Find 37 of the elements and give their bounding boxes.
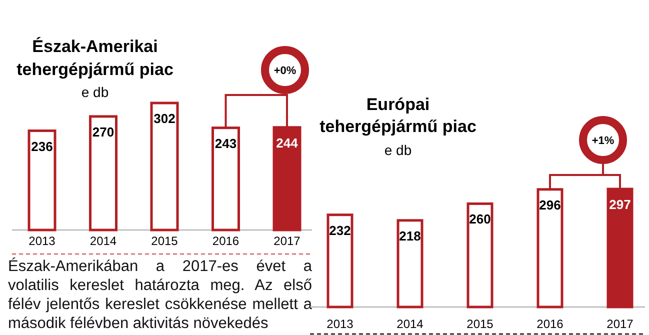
bar (150, 102, 179, 232)
x-tick-label: 2014 (90, 234, 117, 248)
data-label: 302 (154, 111, 176, 126)
bar (326, 214, 354, 308)
annotation: Észak-Amerikában a 2017-es évet a volatilis kereslet határozta meg. Az első félév jelentős kereslet csökkenése mellett a második félévben aktivitás növekedés (8, 257, 312, 333)
bar (89, 115, 118, 232)
data-label: 232 (329, 222, 351, 238)
data-label: 270 (92, 124, 114, 140)
chart-title: Észak-Amerikai tehergépjármű piac (16, 36, 174, 79)
data-label: 296 (539, 197, 561, 212)
data-label: 218 (399, 228, 421, 244)
bar (272, 126, 302, 232)
text: +1% (592, 135, 614, 147)
x-tick-label: 2016 (536, 317, 564, 331)
x-tick-label: 2013 (28, 234, 56, 248)
data-label: 236 (31, 138, 53, 154)
x-tick-label: 2017 (606, 317, 634, 331)
data-label: 244 (276, 135, 299, 150)
text: +0% (274, 65, 296, 77)
data-label: 297 (609, 197, 631, 212)
bar (536, 188, 564, 308)
x-tick-label: 2013 (326, 317, 354, 331)
bar (28, 130, 56, 232)
bar (606, 188, 634, 308)
chart-title: Európai tehergépjármű piac (320, 95, 476, 136)
x-tick-label: 2016 (212, 234, 240, 248)
bar (466, 202, 494, 308)
x-tick-label: 2015 (151, 234, 178, 248)
data-label: 243 (214, 136, 237, 151)
x-tick-label: 2014 (396, 317, 424, 331)
bar (212, 126, 240, 232)
bar (396, 219, 424, 308)
x-tick-label: 2015 (466, 317, 494, 331)
chart-subtitle: e db (384, 142, 412, 158)
x-tick-label: 2017 (274, 234, 301, 248)
data-label: 260 (469, 212, 491, 227)
chart-subtitle: e db (81, 84, 109, 100)
